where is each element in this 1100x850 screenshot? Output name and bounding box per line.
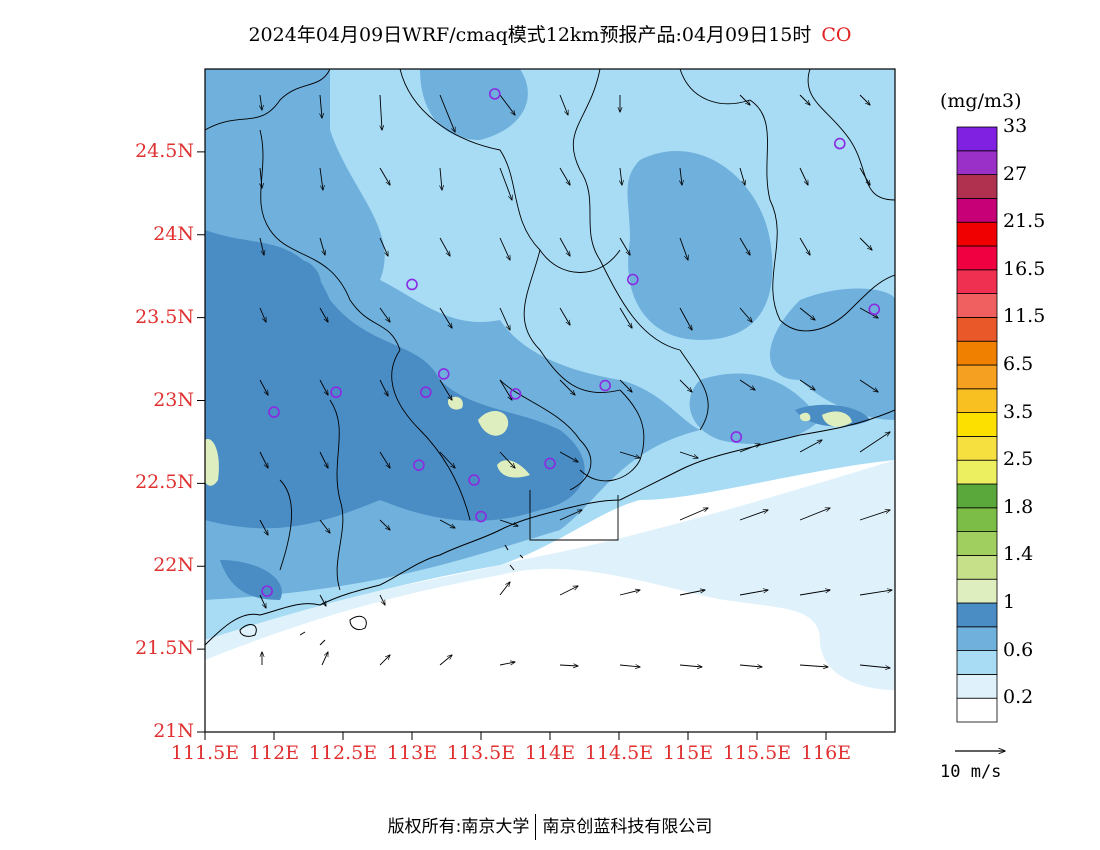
monitoring-stations: [261, 88, 881, 597]
lon-label: 115.5E: [722, 742, 792, 764]
colorbar-swatch: [956, 578, 998, 604]
lat-label: 24.5N: [135, 139, 194, 162]
colorbar-label: 3.5: [1003, 400, 1034, 423]
station-marker: [437, 368, 450, 380]
lat-label: 21.5N: [135, 637, 194, 660]
station-marker: [626, 273, 639, 286]
footer-divider: [535, 814, 537, 840]
axis-ticks: [197, 151, 827, 740]
lon-label: 116E: [800, 742, 852, 764]
lon-label: 114.5E: [584, 742, 654, 764]
lon-label: 114E: [524, 742, 576, 764]
concentration-field: [205, 69, 895, 732]
station-marker: [475, 510, 487, 523]
station-marker: [330, 386, 342, 399]
lon-label: 115E: [662, 742, 714, 764]
colorbar-swatch: [956, 221, 998, 247]
station-marker: [868, 303, 881, 316]
map-title: 2024年04月09日WRF/cmaq模式12km预报产品:04月09日15时 C…: [0, 20, 1100, 47]
station-marker: [509, 388, 522, 400]
colorbar-label: 21.5: [1003, 210, 1046, 233]
colorbar-label: 1: [1003, 591, 1016, 613]
colorbar-swatch: [956, 650, 998, 675]
station-marker: [599, 379, 612, 392]
station-marker: [468, 474, 480, 486]
colorbar-label: 27: [1003, 162, 1028, 185]
station-marker: [419, 386, 432, 399]
station-marker: [544, 457, 556, 470]
colorbar-swatch: [956, 674, 998, 699]
lat-label: 23.5N: [135, 305, 194, 328]
colorbar-swatch: [956, 412, 998, 437]
colorbar-swatch: [956, 531, 998, 556]
lat-label: 23N: [153, 388, 194, 411]
species-label: CO: [821, 24, 852, 46]
lon-label: 112.5E: [308, 742, 378, 764]
reference-vector-label: 10 m/s: [940, 762, 1002, 782]
colorbar-label: 2.5: [1003, 448, 1034, 471]
colorbar-swatch: [956, 697, 998, 723]
colorbar-swatch: [956, 340, 998, 366]
colorbar-swatch: [956, 602, 998, 628]
lat-label: 22N: [153, 554, 194, 577]
title-text: 2024年04月09日WRF/cmaq模式12km预报产品:04月09日15时: [248, 24, 812, 46]
colorbar-label: 1.8: [1003, 495, 1034, 518]
colorbar-swatch: [956, 197, 998, 223]
colorbar-swatch: [956, 459, 998, 485]
colorbar-swatch: [956, 483, 998, 509]
colorbar-label: 16.5: [1003, 257, 1046, 280]
wind-vectors: [260, 94, 892, 668]
colorbar-label: 11.5: [1003, 305, 1046, 328]
copyright-right: 南京创蓝科技有限公司: [542, 817, 713, 837]
colorbar-swatch: [956, 364, 998, 390]
lat-label: 21N: [153, 720, 194, 742]
colorbar-swatch: [956, 626, 998, 651]
colorbar-label: 33: [1003, 115, 1028, 137]
colorbar: [956, 126, 998, 723]
colorbar-swatch: [956, 555, 998, 580]
lon-label: 112E: [248, 742, 300, 764]
station-marker: [268, 406, 280, 418]
colorbar-swatch: [956, 507, 998, 532]
colorbar-swatch: [956, 316, 998, 342]
colorbar-swatch: [956, 126, 998, 152]
colorbar-swatch: [956, 245, 998, 271]
lat-label: 22.5N: [135, 471, 194, 494]
station-marker: [406, 278, 418, 291]
lon-label: 113E: [386, 742, 438, 764]
station-marker: [730, 431, 743, 443]
colorbar-swatch: [956, 150, 998, 176]
station-marker: [261, 585, 273, 597]
colorbar-swatch: [956, 293, 998, 318]
units-label: (mg/m3): [940, 90, 1022, 112]
lon-label: 111.5E: [170, 742, 240, 764]
colorbar-label: 1.4: [1003, 543, 1034, 566]
colorbar-swatch: [956, 269, 998, 294]
lon-label: 113.5E: [446, 742, 516, 764]
copyright-left: 版权所有:南京大学: [387, 817, 530, 837]
colorbar-label: 0.6: [1003, 638, 1034, 661]
colorbar-label: 0.2: [1003, 686, 1034, 709]
colorbar-label: 6.5: [1003, 353, 1034, 375]
lat-label: 24N: [153, 222, 194, 245]
station-marker: [488, 88, 501, 100]
station-marker: [833, 137, 846, 150]
station-marker: [413, 459, 425, 471]
colorbar-swatch: [956, 388, 998, 413]
colorbar-swatch: [956, 174, 998, 199]
copyright-footer: 版权所有:南京大学 南京创蓝科技有限公司: [0, 812, 1100, 840]
colorbar-swatch: [956, 435, 998, 461]
